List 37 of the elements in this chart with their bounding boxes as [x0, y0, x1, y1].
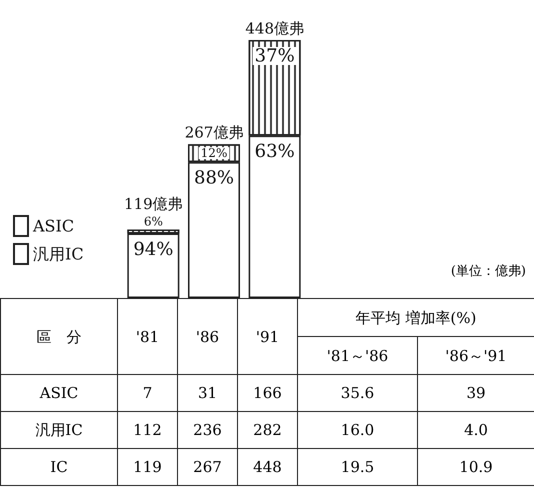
annotation: 94% — [133, 239, 174, 260]
annotation: 12% — [200, 146, 228, 160]
text: 10.9 — [418, 448, 534, 486]
text: '81～'86 — [298, 336, 418, 374]
text: IC — [0, 448, 118, 486]
text: 448 — [238, 448, 298, 486]
text: 267 — [178, 448, 238, 486]
text: (単位：億弗) — [450, 263, 526, 280]
text: 119 — [118, 448, 178, 486]
text: 19.5 — [298, 448, 418, 486]
data-label: 7 — [118, 374, 178, 412]
data-label: 166 — [238, 374, 298, 412]
annotation: 37% — [254, 46, 295, 66]
text: 4.0 — [418, 412, 534, 448]
text: 16.0 — [298, 412, 418, 448]
data-label: 236 — [178, 412, 238, 448]
annotation: 63% — [254, 141, 295, 162]
total-label: 119億弗 — [124, 194, 183, 213]
legend-label: ASIC — [32, 216, 74, 236]
x-tick-label: '86 — [178, 298, 238, 374]
annotation: 6% — [144, 214, 163, 228]
text: 汎用IC — [35, 421, 83, 439]
data-label: 112 — [118, 412, 178, 448]
text: 年平均 増加率(%) — [298, 298, 534, 336]
x-tick-label: '81 — [118, 298, 178, 374]
text: 區 分 — [0, 298, 118, 374]
text: 39 — [418, 374, 534, 412]
text: ASIC — [40, 384, 78, 402]
text: 35.6 — [298, 374, 418, 412]
total-label: 267億弗 — [184, 124, 244, 142]
data-label: 282 — [238, 412, 298, 448]
data-label: 31 — [178, 374, 238, 412]
x-tick-label: '91 — [238, 298, 298, 374]
total-label: 448億弗 — [245, 20, 304, 38]
text: '86～'91 — [418, 336, 534, 374]
legend-label: 汎用IC — [33, 244, 84, 264]
annotation: 88% — [194, 168, 234, 189]
